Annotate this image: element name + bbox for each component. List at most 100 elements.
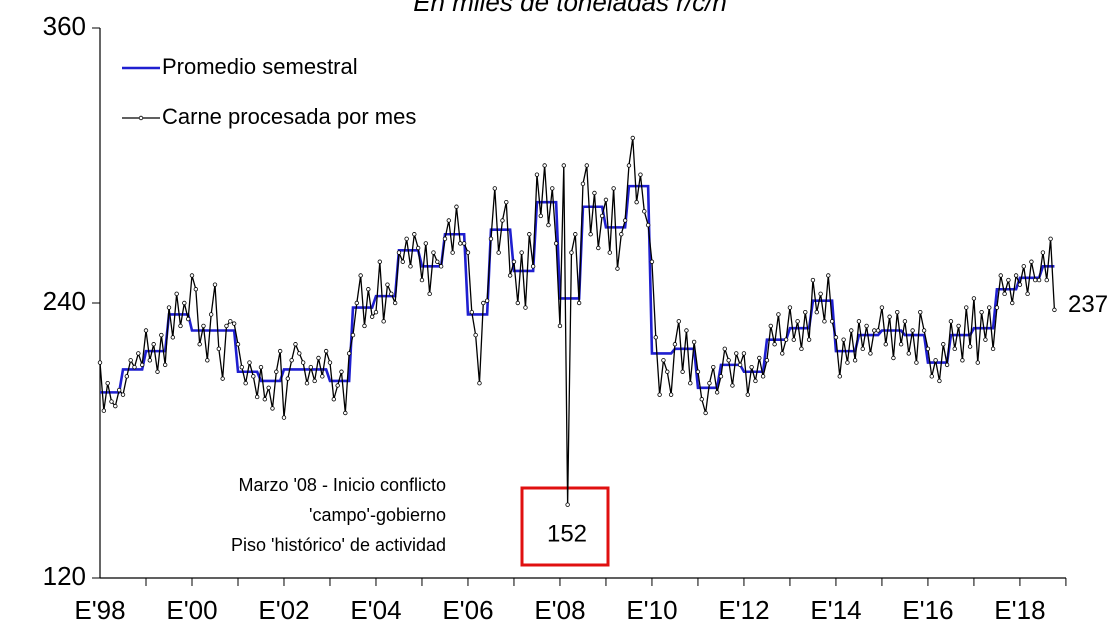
data-point (829, 319, 835, 324)
data-point (304, 381, 310, 386)
data-point (898, 342, 904, 347)
data-point (147, 358, 153, 363)
data-point (193, 287, 199, 292)
data-point (680, 369, 685, 374)
data-point (174, 291, 179, 297)
data-point (128, 358, 133, 363)
data-point (833, 335, 839, 340)
data-label: 152 (547, 520, 587, 547)
data-point (423, 241, 429, 246)
data-point (1052, 307, 1057, 313)
data-point (994, 305, 1000, 310)
data-point (538, 213, 543, 219)
data-point (615, 266, 620, 271)
x-tick-label: E'02 (258, 595, 309, 625)
data-point (484, 298, 490, 303)
data-point (366, 287, 371, 292)
data-point (849, 328, 854, 333)
data-point (109, 399, 114, 404)
data-point (243, 381, 248, 386)
data-point (116, 387, 122, 393)
data-point (178, 323, 183, 329)
data-point (254, 394, 260, 400)
data-point (975, 360, 980, 365)
data-point (550, 186, 555, 191)
data-point (657, 392, 662, 397)
data-point (872, 328, 877, 333)
data-point (97, 360, 103, 365)
data-point (753, 378, 758, 384)
data-point (895, 309, 900, 315)
data-point (875, 328, 881, 333)
data-point (967, 344, 973, 349)
data-point (385, 282, 390, 287)
data-point (404, 236, 409, 242)
data-point (343, 410, 348, 416)
data-point (450, 250, 455, 255)
data-point (584, 163, 589, 168)
data-point (1048, 236, 1053, 242)
data-point (826, 273, 831, 278)
data-point (979, 309, 984, 315)
data-point (412, 232, 417, 237)
data-point (987, 305, 992, 310)
data-point (864, 323, 869, 329)
data-point (185, 316, 191, 322)
data-point (795, 319, 800, 324)
data-point (327, 360, 333, 365)
data-point (492, 186, 497, 191)
data-point (845, 360, 850, 365)
data-point (239, 364, 245, 370)
data-point (695, 369, 701, 374)
data-point (277, 348, 283, 354)
data-point (983, 337, 988, 342)
data-point (879, 305, 885, 310)
data-point (469, 309, 475, 315)
data-point (691, 339, 697, 345)
data-point (553, 241, 559, 246)
data-point (703, 410, 708, 416)
data-point (933, 358, 938, 363)
data-point (906, 351, 911, 356)
data-point (530, 264, 536, 269)
data-point (787, 305, 793, 310)
data-point (285, 376, 291, 381)
data-point (887, 314, 892, 319)
data-point (358, 273, 363, 278)
data-point (477, 381, 482, 386)
data-point (822, 319, 827, 324)
data-point (170, 335, 176, 340)
x-tick-label: E'98 (74, 595, 125, 625)
data-point (247, 360, 252, 365)
data-point (638, 172, 643, 177)
data-point (166, 305, 172, 310)
data-point (408, 264, 413, 269)
data-point (964, 305, 969, 310)
data-point (473, 332, 478, 338)
data-point (649, 259, 655, 264)
data-point (231, 321, 237, 326)
data-point (841, 337, 846, 342)
data-point (151, 342, 156, 347)
data-point (197, 342, 202, 347)
data-point (335, 383, 340, 388)
data-point (956, 323, 961, 329)
data-point (136, 351, 141, 356)
data-point (381, 319, 386, 324)
x-tick-label: E'00 (166, 595, 217, 625)
data-point (611, 186, 616, 191)
data-point (960, 358, 965, 363)
data-point (534, 172, 540, 177)
data-point (289, 358, 294, 363)
data-point (780, 351, 785, 356)
data-point (573, 232, 578, 237)
data-point (868, 351, 873, 356)
data-point (642, 209, 647, 214)
data-point (622, 218, 628, 223)
data-point (814, 309, 819, 315)
data-point (806, 337, 812, 342)
y-tick-label: 120 (43, 561, 86, 591)
data-point (354, 300, 360, 306)
data-point (258, 364, 264, 370)
